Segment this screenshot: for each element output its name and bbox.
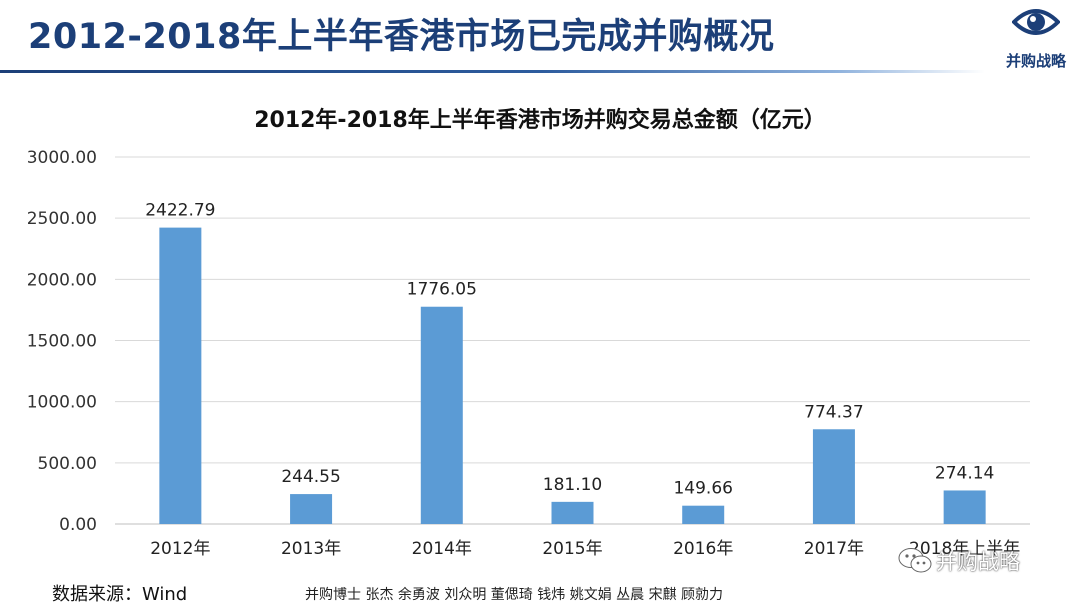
bar-chart: 0.00 500.00 1000.00 1500.00 2000.00 2500.00 30… xyxy=(27,148,1030,559)
y-tick-label: 1500.00 xyxy=(27,332,97,352)
bar-2016年 xyxy=(682,505,725,524)
y-tick-label: 3000.00 xyxy=(27,148,97,168)
data-label: 181.10 xyxy=(543,475,602,495)
eye-icon xyxy=(1012,9,1060,35)
bar-2013年 xyxy=(290,494,333,524)
page-header: 2012-2018年上半年香港市场已完成并购概况 并购战略 xyxy=(0,0,1080,80)
data-label: 149.66 xyxy=(673,479,732,499)
y-tick-label: 2500.00 xyxy=(27,209,97,229)
wechat-icon xyxy=(898,548,932,573)
logo-text: 并购战略 xyxy=(1005,52,1066,70)
x-tick-label: 2017年 xyxy=(804,539,864,559)
header-divider xyxy=(0,70,985,73)
x-tick-label: 2012年 xyxy=(150,539,210,559)
author-list: 并购博士 张杰 余勇波 刘众明 董偲琦 钱炜 姚文娟 丛晨 宋麒 顾勍力 xyxy=(305,587,724,603)
x-tick-label: 2013年 xyxy=(281,539,341,559)
data-label: 244.55 xyxy=(281,467,340,487)
bar-2012年 xyxy=(159,227,202,524)
bar-2015年 xyxy=(551,501,594,524)
y-tick-label: 500.00 xyxy=(38,454,97,474)
data-source: 数据来源：Wind xyxy=(52,584,188,605)
y-tick-label: 2000.00 xyxy=(27,270,97,290)
watermark: 并购战略 xyxy=(898,546,1020,576)
data-label: 2422.79 xyxy=(145,201,215,221)
bar-2017年 xyxy=(812,429,855,524)
x-tick-label: 2015年 xyxy=(542,539,602,559)
chart-title: 2012年-2018年上半年香港市场并购交易总金额（亿元） xyxy=(254,108,826,133)
watermark-text: 并购战略 xyxy=(936,550,1020,574)
x-tick-label: 2014年 xyxy=(412,539,472,559)
data-label: 774.37 xyxy=(804,402,863,422)
y-tick-label: 0.00 xyxy=(59,515,97,535)
data-label: 274.14 xyxy=(935,463,994,483)
bar-2018年上半年 xyxy=(943,490,986,524)
page-title: 2012-2018年上半年香港市场已完成并购概况 xyxy=(28,17,775,57)
brand-logo: 并购战略 xyxy=(998,4,1074,74)
x-tick-label: 2016年 xyxy=(673,539,733,559)
x-tick-label: 2018年上半年 xyxy=(909,539,1020,559)
bar-2014年 xyxy=(420,306,463,524)
y-tick-label: 1000.00 xyxy=(27,393,97,413)
data-label: 1776.05 xyxy=(407,280,477,300)
